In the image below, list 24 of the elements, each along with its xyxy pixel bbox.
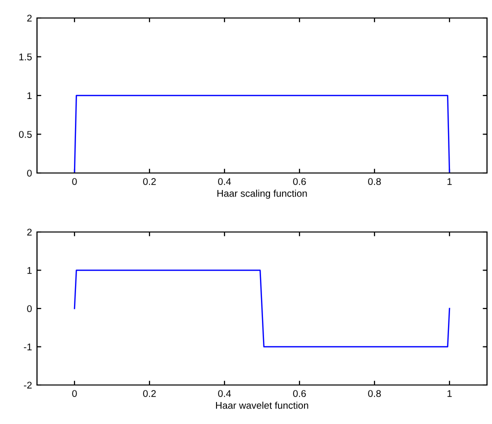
y-tick-label: 0 [27, 305, 32, 312]
y-tick-label: 1 [27, 267, 32, 274]
y-tick-label: 2 [27, 14, 32, 22]
x-axis-title: Haar scaling function [217, 190, 307, 199]
y-tick-label: -1 [24, 344, 32, 350]
x-tick-label: 0 [72, 178, 77, 185]
y-tick-label: 2 [27, 228, 32, 236]
y-tick-label: -2 [24, 382, 32, 389]
x-tick-label: 0.8 [368, 390, 381, 397]
x-axis-title: Haar wavelet function [216, 402, 308, 409]
x-tick-label: 0.2 [143, 178, 156, 185]
x-tick-label: 0.6 [293, 178, 306, 185]
x-tick-label: 1 [448, 178, 452, 185]
x-tick-label: 0.6 [293, 390, 306, 397]
x-tick-label: 0.4 [218, 390, 231, 397]
y-tick-label: 0 [27, 170, 32, 177]
y-tick-label: 1.5 [19, 54, 32, 60]
x-tick-label: 0 [72, 390, 77, 397]
x-tick-label: 0.8 [368, 178, 381, 185]
x-tick-label: 0.2 [143, 390, 156, 397]
x-tick-label: 0.4 [218, 178, 231, 185]
x-tick-label: 1 [448, 390, 452, 397]
y-tick-label: 0.5 [19, 130, 32, 138]
y-tick-label: 1 [27, 92, 32, 100]
